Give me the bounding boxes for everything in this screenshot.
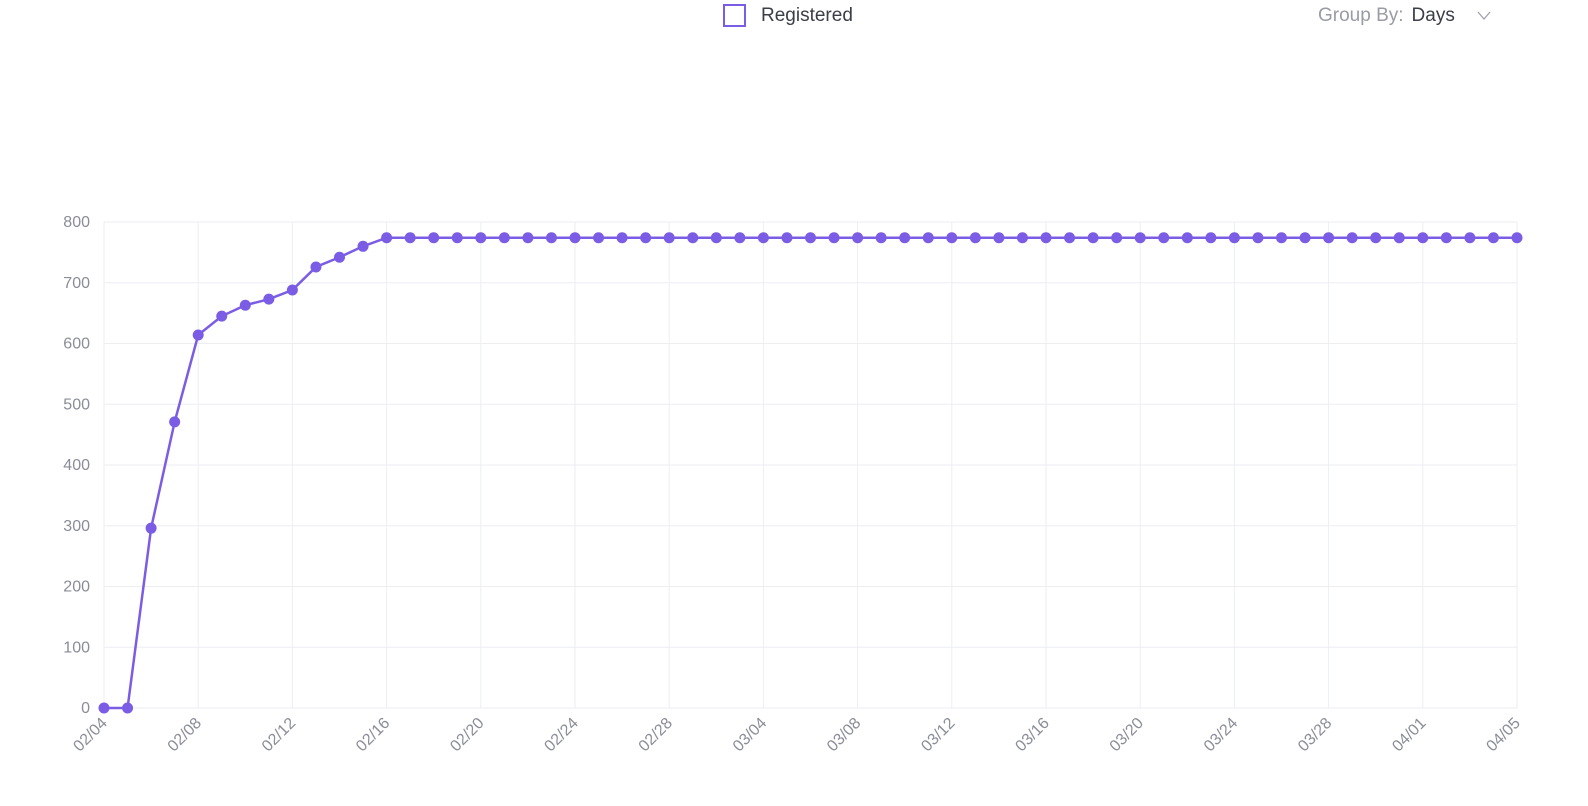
data-point	[1323, 232, 1335, 244]
data-point	[122, 702, 134, 714]
data-point	[286, 284, 298, 296]
data-point	[946, 232, 958, 244]
data-point	[1252, 232, 1264, 244]
data-point	[757, 232, 769, 244]
group-by-label: Group By:	[1318, 5, 1404, 26]
data-point	[1370, 232, 1382, 244]
series-line	[104, 236, 1517, 710]
data-point	[545, 232, 557, 244]
data-point	[1087, 232, 1099, 244]
data-point	[451, 232, 463, 244]
data-point	[169, 416, 181, 428]
data-point	[593, 232, 605, 244]
data-point	[239, 299, 251, 311]
data-point	[1511, 232, 1523, 244]
y-tick-label: 100	[63, 639, 90, 656]
data-point	[1040, 232, 1052, 244]
data-point	[357, 240, 369, 252]
group-by-value: Days	[1411, 5, 1455, 26]
data-point	[781, 232, 793, 244]
data-point	[310, 261, 322, 273]
x-tick-label: 02/20	[447, 715, 487, 755]
x-tick-label: 02/04	[70, 715, 110, 755]
data-point	[1111, 232, 1123, 244]
data-point	[1393, 232, 1405, 244]
data-point	[1464, 232, 1476, 244]
data-point	[1299, 232, 1311, 244]
data-point	[216, 310, 228, 322]
y-tick-label: 0	[81, 700, 90, 717]
y-tick-label: 800	[63, 214, 90, 231]
data-point	[710, 232, 722, 244]
data-point	[1158, 232, 1170, 244]
data-point	[263, 293, 275, 305]
y-tick-label: 300	[63, 518, 90, 535]
x-tick-label: 02/16	[353, 715, 393, 755]
data-point	[404, 232, 416, 244]
data-point	[640, 232, 652, 244]
data-point	[734, 232, 746, 244]
data-point	[1016, 232, 1028, 244]
data-point	[569, 232, 581, 244]
legend-label: Registered	[761, 4, 853, 26]
x-tick-label: 02/08	[165, 715, 205, 755]
data-point	[1134, 232, 1146, 244]
data-point	[1440, 232, 1452, 244]
data-point	[192, 329, 204, 341]
data-point	[475, 232, 487, 244]
chevron	[1477, 11, 1491, 20]
data-point	[899, 232, 911, 244]
data-point	[498, 232, 510, 244]
data-point	[1228, 232, 1240, 244]
x-tick-label: 02/28	[636, 715, 676, 755]
data-point	[522, 232, 534, 244]
data-point	[852, 232, 864, 244]
x-tick-label: 03/16	[1012, 715, 1052, 755]
data-point	[616, 232, 628, 244]
x-tick-label: 03/12	[918, 715, 958, 755]
x-tick-label: 04/05	[1483, 715, 1523, 755]
y-tick-label: 500	[63, 396, 90, 413]
data-point	[1205, 232, 1217, 244]
data-point	[428, 232, 440, 244]
x-tick-label: 03/28	[1295, 715, 1335, 755]
data-point	[1417, 232, 1429, 244]
data-point	[145, 522, 157, 534]
data-point	[687, 232, 699, 244]
x-tick-label: 03/04	[730, 715, 770, 755]
data-point	[993, 232, 1005, 244]
data-point	[875, 232, 887, 244]
data-point	[922, 232, 934, 244]
legend-swatch	[723, 4, 746, 27]
data-point	[334, 251, 345, 263]
data-point	[663, 232, 675, 244]
data-point	[1181, 232, 1193, 244]
x-tick-label: 02/12	[259, 715, 299, 755]
x-tick-label: 04/01	[1389, 715, 1429, 755]
x-tick-label: 02/24	[541, 715, 581, 755]
group-by-dropdown[interactable]: Group By: Days	[1318, 5, 1491, 27]
x-tick-label: 03/08	[824, 715, 864, 755]
data-point	[1487, 232, 1499, 244]
data-point	[969, 232, 981, 244]
x-tick-label: 03/20	[1107, 715, 1147, 755]
data-point	[805, 232, 816, 244]
data-point	[1064, 232, 1076, 244]
data-point	[1276, 232, 1287, 244]
y-tick-label: 600	[63, 336, 90, 353]
data-point	[98, 702, 110, 714]
x-tick-label: 03/24	[1201, 715, 1241, 755]
y-tick-label: 200	[63, 579, 90, 596]
y-tick-label: 700	[63, 275, 90, 292]
y-tick-label: 400	[63, 457, 90, 474]
data-point	[1346, 232, 1358, 244]
data-point	[381, 232, 393, 244]
legend-item[interactable]: Registered	[723, 4, 853, 27]
data-point	[828, 232, 840, 244]
